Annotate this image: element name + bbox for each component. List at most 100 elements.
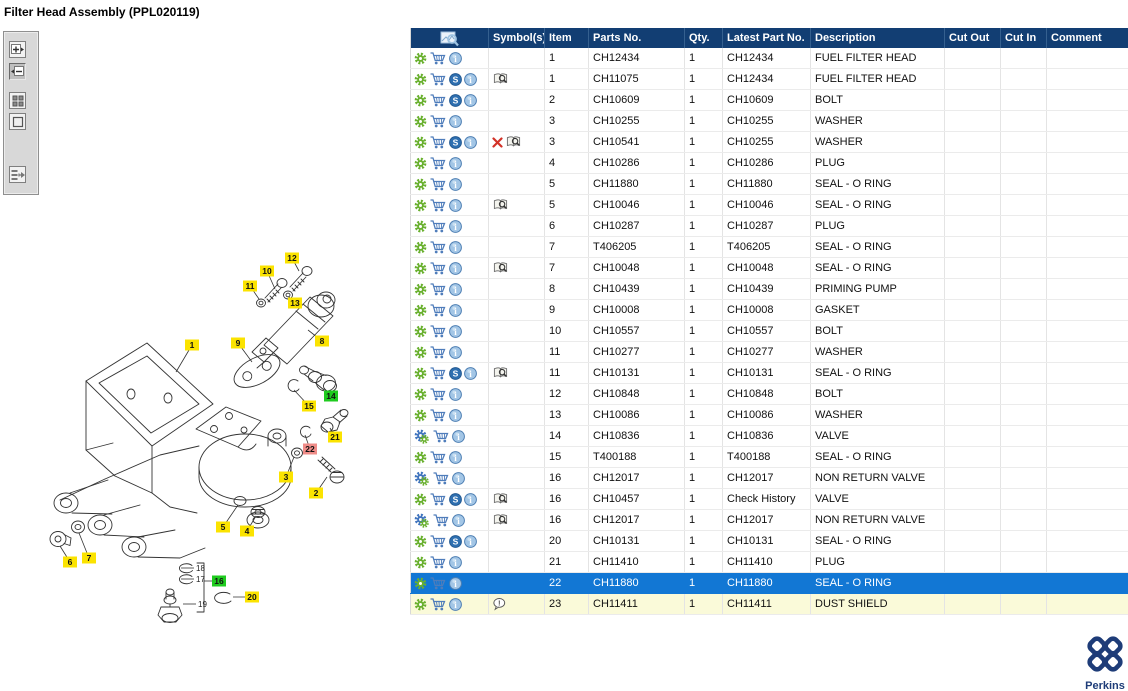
callout-2[interactable]: 2: [309, 487, 323, 499]
info-icon[interactable]: [464, 94, 477, 107]
callout-13[interactable]: 13: [288, 297, 302, 309]
table-row[interactable]: 7 CH10048 1 CH10048 SEAL - O RING: [410, 257, 1128, 279]
cart-icon[interactable]: [429, 408, 447, 422]
gear-icon[interactable]: [414, 556, 427, 569]
callout-5[interactable]: 5: [216, 521, 230, 533]
cart-icon[interactable]: [429, 387, 447, 401]
callout-4[interactable]: 4: [240, 525, 254, 537]
kit-gears-icon[interactable]: [414, 513, 430, 528]
info-icon[interactable]: [452, 514, 465, 527]
table-row[interactable]: 22 CH11880 1 CH11880 SEAL - O RING: [410, 572, 1128, 594]
table-row[interactable]: 9 CH10008 1 CH10008 GASKET: [410, 299, 1128, 321]
table-row[interactable]: 21 CH11410 1 CH11410 PLUG: [410, 551, 1128, 573]
table-row[interactable]: 20 CH10131 1 CH10131 SEAL - O RING: [410, 530, 1128, 552]
book-note-icon[interactable]: [492, 198, 509, 212]
info-icon[interactable]: [464, 73, 477, 86]
callout-7[interactable]: 7: [82, 552, 96, 564]
supersession-s-icon[interactable]: [449, 94, 462, 107]
table-row[interactable]: 11 CH10131 1 CH10131 SEAL - O RING: [410, 362, 1128, 384]
red-x-icon[interactable]: [492, 137, 503, 148]
info-icon[interactable]: [452, 430, 465, 443]
callout-20[interactable]: 20: [245, 591, 259, 603]
cart-icon[interactable]: [429, 345, 447, 359]
supersession-s-icon[interactable]: [449, 493, 462, 506]
table-row[interactable]: 1 CH12434 1 CH12434 FUEL FILTER HEAD: [410, 48, 1128, 69]
book-note-icon[interactable]: [492, 261, 509, 275]
table-row[interactable]: 7 T406205 1 T406205 SEAL - O RING: [410, 236, 1128, 258]
callout-1[interactable]: 1: [185, 339, 199, 351]
gear-icon[interactable]: [414, 283, 427, 296]
info-icon[interactable]: [464, 493, 477, 506]
gear-icon[interactable]: [414, 346, 427, 359]
table-row[interactable]: 1 CH11075 1 CH12434 FUEL FILTER HEAD: [410, 68, 1128, 90]
cart-icon[interactable]: [429, 72, 447, 86]
cart-icon[interactable]: [429, 93, 447, 107]
table-row[interactable]: 15 T400188 1 T400188 SEAL - O RING: [410, 446, 1128, 468]
info-icon[interactable]: [449, 241, 462, 254]
cart-icon[interactable]: [429, 366, 447, 380]
gear-icon[interactable]: [414, 241, 427, 254]
table-row[interactable]: 23 CH11411 1 CH11411 DUST SHIELD: [410, 593, 1128, 615]
info-icon[interactable]: [449, 157, 462, 170]
table-row[interactable]: 16 CH12017 1 CH12017 NON RETURN VALVE: [410, 467, 1128, 489]
gear-icon[interactable]: [414, 598, 427, 611]
callout-16[interactable]: 16: [212, 575, 226, 587]
cart-icon[interactable]: [429, 198, 447, 212]
info-icon[interactable]: [449, 346, 462, 359]
info-icon[interactable]: [449, 178, 462, 191]
table-row[interactable]: 11 CH10277 1 CH10277 WASHER: [410, 341, 1128, 363]
gear-icon[interactable]: [414, 178, 427, 191]
table-row[interactable]: 8 CH10439 1 CH10439 PRIMING PUMP: [410, 278, 1128, 300]
cart-icon[interactable]: [429, 492, 447, 506]
info-icon[interactable]: [449, 451, 462, 464]
column-header-parts_no[interactable]: Parts No.: [588, 28, 685, 48]
gear-icon[interactable]: [414, 493, 427, 506]
column-header-cut_in[interactable]: Cut In: [1000, 28, 1047, 48]
gear-icon[interactable]: [414, 136, 427, 149]
single-view-button[interactable]: [9, 113, 26, 130]
gear-icon[interactable]: [414, 52, 427, 65]
gear-icon[interactable]: [414, 304, 427, 317]
cart-icon[interactable]: [429, 114, 447, 128]
supersession-s-icon[interactable]: [449, 73, 462, 86]
callout-3[interactable]: 3: [279, 471, 293, 483]
info-icon[interactable]: [449, 220, 462, 233]
callout-22[interactable]: 22: [303, 443, 317, 455]
cart-icon[interactable]: [429, 219, 447, 233]
cart-icon[interactable]: [429, 597, 447, 611]
callout-21[interactable]: 21: [328, 431, 342, 443]
gear-icon[interactable]: [414, 325, 427, 338]
table-row[interactable]: 4 CH10286 1 CH10286 PLUG: [410, 152, 1128, 174]
callout-6[interactable]: 6: [63, 556, 77, 568]
table-row[interactable]: 2 CH10609 1 CH10609 BOLT: [410, 89, 1128, 111]
column-header-item[interactable]: Item: [544, 28, 589, 48]
cart-icon[interactable]: [429, 576, 447, 590]
cart-icon[interactable]: [432, 429, 450, 443]
gear-icon[interactable]: [414, 199, 427, 212]
kit-gears-icon[interactable]: [414, 471, 430, 486]
table-row[interactable]: 5 CH11880 1 CH11880 SEAL - O RING: [410, 173, 1128, 195]
gear-icon[interactable]: [414, 577, 427, 590]
gear-icon[interactable]: [414, 451, 427, 464]
book-note-icon[interactable]: [492, 366, 509, 380]
info-icon[interactable]: [449, 577, 462, 590]
cart-icon[interactable]: [429, 135, 447, 149]
callout-11[interactable]: 11: [243, 280, 257, 292]
toggle-table-button[interactable]: [9, 166, 26, 183]
table-row[interactable]: 16 CH10457 1 Check History VALVE: [410, 488, 1128, 510]
cart-icon[interactable]: [429, 555, 447, 569]
cart-icon[interactable]: [432, 513, 450, 527]
cart-icon[interactable]: [429, 282, 447, 296]
column-header-description[interactable]: Description: [810, 28, 945, 48]
table-row[interactable]: 14 CH10836 1 CH10836 VALVE: [410, 425, 1128, 447]
supersession-s-icon[interactable]: [449, 535, 462, 548]
supersession-s-icon[interactable]: [449, 136, 462, 149]
callout-14[interactable]: 14: [324, 390, 338, 402]
info-icon[interactable]: [449, 199, 462, 212]
gear-icon[interactable]: [414, 262, 427, 275]
info-icon[interactable]: [449, 262, 462, 275]
gear-icon[interactable]: [414, 220, 427, 233]
info-icon[interactable]: [449, 556, 462, 569]
info-icon[interactable]: [464, 535, 477, 548]
gear-icon[interactable]: [414, 367, 427, 380]
